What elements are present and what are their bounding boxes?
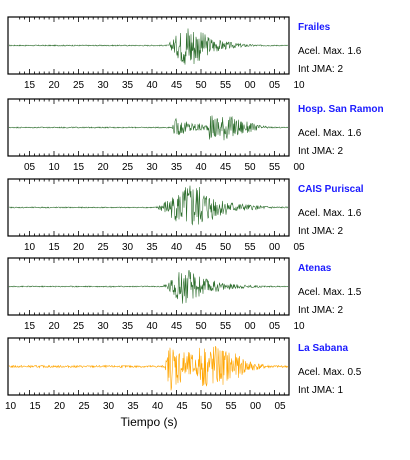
max-acceleration-text: Acel. Max. 1.6 <box>298 128 362 139</box>
tick-label: 50 <box>195 321 207 332</box>
panel-frame <box>7 257 290 316</box>
tick-label: 00 <box>244 80 256 91</box>
tick-label: 25 <box>78 401 90 412</box>
tick-label: 30 <box>146 162 158 173</box>
tick-label: 45 <box>220 162 232 173</box>
tick-label: 45 <box>171 321 183 332</box>
station-name: Atenas <box>298 263 332 274</box>
station-panel: 15 20 25 30 35 40 45 50 55 00 05 10 Frailes Acel. Max… <box>7 16 362 91</box>
max-acceleration-text: Acel. Max. 0.5 <box>298 367 362 378</box>
tick-label: 40 <box>146 321 158 332</box>
tick-label: 30 <box>97 321 109 332</box>
jma-intensity-text: Int JMA: 2 <box>298 226 343 237</box>
tick-label: 55 <box>220 80 232 91</box>
panel-frame <box>7 16 290 75</box>
tick-label: 15 <box>29 401 41 412</box>
max-acceleration-text: Acel. Max. 1.6 <box>298 208 362 219</box>
waveform-trace <box>8 185 289 226</box>
tick-label: 35 <box>122 321 134 332</box>
tick-label: 40 <box>146 80 158 91</box>
station-panel: 10 15 20 25 30 35 40 45 50 55 00 05 CAIS Puriscal Ace… <box>7 178 364 253</box>
tick-label: 30 <box>103 401 115 412</box>
tick-label: 30 <box>122 242 134 253</box>
jma-intensity-text: Int JMA: 2 <box>298 305 343 316</box>
max-acceleration-text: Acel. Max. 1.6 <box>298 46 362 57</box>
tick-label: 20 <box>73 242 85 253</box>
tick-label: 20 <box>54 401 66 412</box>
tick-label: 30 <box>97 80 109 91</box>
tick-label: 15 <box>24 321 36 332</box>
tick-label: 55 <box>269 162 281 173</box>
tick-label: 25 <box>122 162 134 173</box>
tick-label: 00 <box>269 242 281 253</box>
tick-label: 10 <box>48 162 60 173</box>
tick-label: 10 <box>24 242 36 253</box>
tick-label: 25 <box>97 242 109 253</box>
jma-intensity-text: Int JMA: 2 <box>298 64 343 75</box>
tick-label: 40 <box>195 162 207 173</box>
tick-label: 35 <box>127 401 139 412</box>
tick-label: 10 <box>5 401 17 412</box>
tick-label: 00 <box>244 321 256 332</box>
tick-label: 45 <box>176 401 188 412</box>
tick-label: 50 <box>195 80 207 91</box>
tick-label: 35 <box>122 80 134 91</box>
panel-frame <box>7 98 290 157</box>
tick-label: 00 <box>250 401 262 412</box>
tick-label: 05 <box>24 162 36 173</box>
tick-label: 05 <box>293 242 305 253</box>
station-panel: 10 15 20 25 30 35 40 45 50 55 00 05 La Sabana Acel. M… <box>5 337 362 412</box>
station-name: La Sabana <box>298 343 348 354</box>
tick-label: 05 <box>269 321 281 332</box>
panel-frame <box>7 178 290 237</box>
x-axis-title: Tiempo (s) <box>121 415 178 429</box>
tick-label: 45 <box>171 80 183 91</box>
tick-label: 00 <box>293 162 305 173</box>
tick-label: 15 <box>24 80 36 91</box>
tick-label: 55 <box>225 401 237 412</box>
tick-label: 15 <box>73 162 85 173</box>
waveform-trace <box>8 270 289 304</box>
tick-label: 20 <box>48 80 60 91</box>
station-panel: 05 10 15 20 25 30 35 40 45 50 55 00 Hosp. San Ramon A… <box>7 98 384 173</box>
tick-label: 20 <box>48 321 60 332</box>
jma-intensity-text: Int JMA: 2 <box>298 146 343 157</box>
tick-label: 55 <box>244 242 256 253</box>
tick-label: 35 <box>171 162 183 173</box>
tick-label: 45 <box>195 242 207 253</box>
waveform-trace <box>8 345 289 391</box>
tick-label: 20 <box>97 162 109 173</box>
panel-frame <box>7 337 290 396</box>
waveform-trace <box>9 28 289 65</box>
tick-label: 05 <box>274 401 286 412</box>
tick-label: 10 <box>293 321 305 332</box>
tick-label: 15 <box>48 242 60 253</box>
tick-label: 40 <box>171 242 183 253</box>
tick-label: 25 <box>73 80 85 91</box>
tick-label: 25 <box>73 321 85 332</box>
tick-label: 35 <box>146 242 158 253</box>
tick-label: 10 <box>293 80 305 91</box>
station-name: Hosp. San Ramon <box>298 104 384 115</box>
tick-label: 50 <box>244 162 256 173</box>
tick-label: 50 <box>201 401 213 412</box>
max-acceleration-text: Acel. Max. 1.5 <box>298 287 362 298</box>
station-panel: 15 20 25 30 35 40 45 50 55 00 05 10 Atenas Acel. Max.… <box>7 257 362 332</box>
jma-intensity-text: Int JMA: 1 <box>298 385 343 396</box>
tick-label: 50 <box>220 242 232 253</box>
station-name: CAIS Puriscal <box>298 184 364 195</box>
waveform-trace <box>8 115 288 141</box>
tick-label: 55 <box>220 321 232 332</box>
tick-label: 40 <box>152 401 164 412</box>
tick-label: 05 <box>269 80 281 91</box>
station-name: Frailes <box>298 22 331 33</box>
